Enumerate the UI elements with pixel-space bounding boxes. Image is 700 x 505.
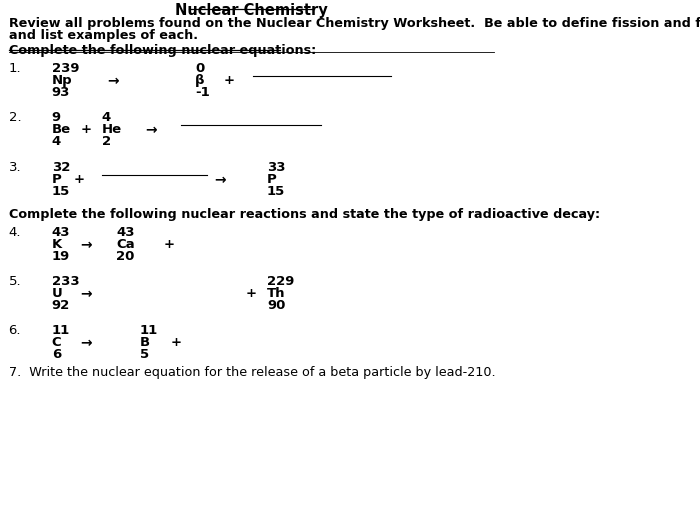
Text: K: K bbox=[52, 238, 62, 251]
Text: →: → bbox=[214, 172, 225, 186]
Text: 239: 239 bbox=[52, 62, 79, 75]
Text: 19: 19 bbox=[52, 250, 70, 263]
Text: Np: Np bbox=[52, 74, 72, 87]
Text: 11: 11 bbox=[52, 323, 70, 336]
Text: 5: 5 bbox=[140, 347, 149, 360]
Text: 3.: 3. bbox=[8, 160, 21, 173]
Text: Be: Be bbox=[52, 123, 71, 136]
Text: Nuclear Chemistry: Nuclear Chemistry bbox=[175, 4, 328, 18]
Text: →: → bbox=[80, 238, 92, 252]
Text: +: + bbox=[80, 123, 92, 136]
Text: 93: 93 bbox=[52, 86, 70, 99]
Text: 43: 43 bbox=[116, 226, 134, 239]
Text: Review all problems found on the Nuclear Chemistry Worksheet.  Be able to define: Review all problems found on the Nuclear… bbox=[8, 17, 700, 30]
Text: 33: 33 bbox=[267, 160, 286, 173]
Text: 7.  Write the nuclear equation for the release of a beta particle by lead-210.: 7. Write the nuclear equation for the re… bbox=[8, 365, 495, 378]
Text: 11: 11 bbox=[140, 323, 158, 336]
Text: →: → bbox=[108, 74, 119, 88]
Text: +: + bbox=[246, 286, 256, 299]
Text: 9: 9 bbox=[52, 111, 61, 124]
Text: +: + bbox=[224, 74, 234, 87]
Text: 92: 92 bbox=[52, 298, 70, 312]
Text: U: U bbox=[52, 286, 62, 299]
Text: β: β bbox=[195, 74, 204, 87]
Text: →: → bbox=[145, 123, 157, 137]
Text: Complete the following nuclear equations:: Complete the following nuclear equations… bbox=[8, 43, 316, 57]
Text: 15: 15 bbox=[267, 184, 285, 197]
Text: P: P bbox=[267, 172, 276, 185]
Text: -1: -1 bbox=[195, 86, 210, 99]
Text: 0: 0 bbox=[195, 62, 204, 75]
Text: +: + bbox=[164, 238, 174, 251]
Text: 5.: 5. bbox=[8, 274, 21, 287]
Text: 6.: 6. bbox=[8, 323, 21, 336]
Text: C: C bbox=[52, 335, 62, 348]
Text: Complete the following nuclear reactions and state the type of radioactive decay: Complete the following nuclear reactions… bbox=[8, 207, 600, 220]
Text: 15: 15 bbox=[52, 184, 70, 197]
Text: 1.: 1. bbox=[8, 62, 21, 75]
Text: and list examples of each.: and list examples of each. bbox=[8, 29, 197, 42]
Text: 90: 90 bbox=[267, 298, 286, 312]
Text: 2.: 2. bbox=[8, 111, 21, 124]
Text: 233: 233 bbox=[52, 274, 79, 287]
Text: 2: 2 bbox=[102, 135, 111, 148]
Text: 20: 20 bbox=[116, 250, 134, 263]
Text: 4: 4 bbox=[102, 111, 111, 124]
Text: +: + bbox=[171, 335, 182, 348]
Text: →: → bbox=[80, 286, 92, 300]
Text: Ca: Ca bbox=[116, 238, 135, 251]
Text: 229: 229 bbox=[267, 274, 294, 287]
Text: 4: 4 bbox=[52, 135, 61, 148]
Text: →: → bbox=[80, 335, 92, 349]
Text: Th: Th bbox=[267, 286, 286, 299]
Text: 4.: 4. bbox=[8, 226, 21, 239]
Text: B: B bbox=[140, 335, 150, 348]
Text: 32: 32 bbox=[52, 160, 70, 173]
Text: He: He bbox=[102, 123, 122, 136]
Text: 6: 6 bbox=[52, 347, 61, 360]
Text: 43: 43 bbox=[52, 226, 70, 239]
Text: P: P bbox=[52, 172, 62, 185]
Text: +: + bbox=[74, 172, 84, 185]
